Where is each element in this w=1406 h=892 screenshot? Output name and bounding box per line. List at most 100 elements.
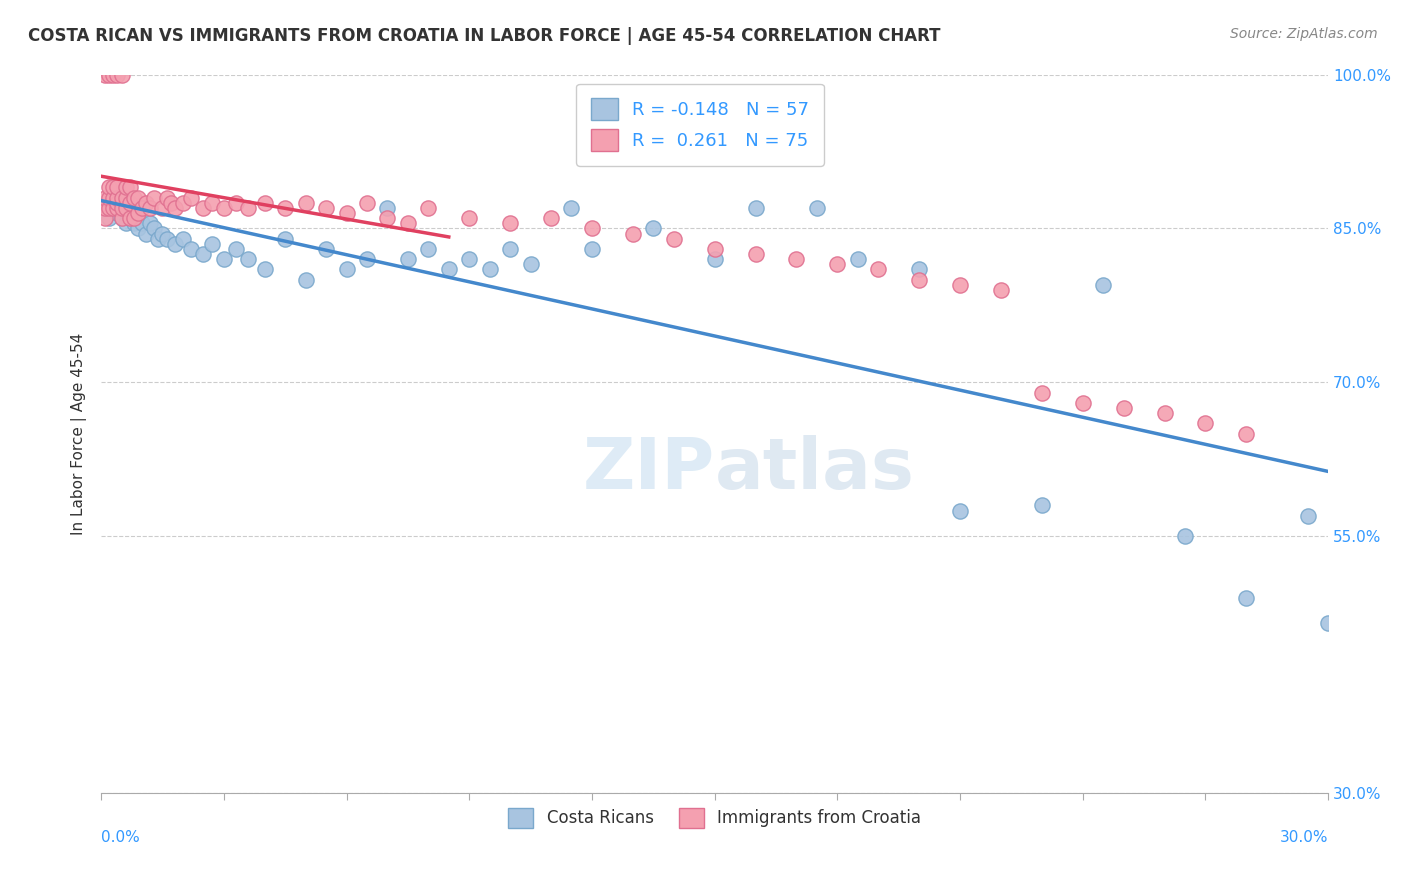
Point xyxy=(294,273,316,287)
Point xyxy=(1071,396,1094,410)
Point xyxy=(103,191,125,205)
Point xyxy=(114,201,136,215)
Point xyxy=(103,68,125,82)
Point xyxy=(827,257,849,271)
Point xyxy=(1194,417,1216,431)
Point xyxy=(159,195,181,210)
Point xyxy=(315,201,337,215)
Point xyxy=(139,201,162,215)
Point xyxy=(1153,406,1175,420)
Point xyxy=(110,195,132,210)
Point xyxy=(200,195,222,210)
Point xyxy=(172,195,194,210)
Point xyxy=(98,191,121,205)
Point xyxy=(274,232,297,246)
Point xyxy=(103,180,125,194)
Point xyxy=(118,211,141,226)
Point xyxy=(1092,277,1115,292)
Point xyxy=(155,232,177,246)
Point xyxy=(200,236,222,251)
Point xyxy=(294,195,316,210)
Point xyxy=(581,221,603,235)
Text: COSTA RICAN VS IMMIGRANTS FROM CROATIA IN LABOR FORCE | AGE 45-54 CORRELATION CH: COSTA RICAN VS IMMIGRANTS FROM CROATIA I… xyxy=(28,27,941,45)
Point xyxy=(238,252,260,267)
Point xyxy=(107,191,129,205)
Point xyxy=(315,242,337,256)
Point xyxy=(114,191,136,205)
Point xyxy=(1174,529,1197,543)
Point xyxy=(703,242,725,256)
Point xyxy=(122,211,145,226)
Point xyxy=(396,216,419,230)
Point xyxy=(152,201,174,215)
Point xyxy=(118,211,141,226)
Point xyxy=(581,242,603,256)
Point xyxy=(143,221,166,235)
Point xyxy=(122,216,145,230)
Text: 0.0%: 0.0% xyxy=(101,830,139,845)
Point xyxy=(110,68,132,82)
Text: ZIP: ZIP xyxy=(582,435,714,504)
Point xyxy=(949,277,972,292)
Point xyxy=(377,201,399,215)
Point xyxy=(163,201,186,215)
Point xyxy=(180,191,202,205)
Point xyxy=(98,180,121,194)
Point xyxy=(122,206,145,220)
Point xyxy=(98,201,121,215)
Point xyxy=(110,211,132,226)
Point xyxy=(1317,616,1340,631)
Point xyxy=(103,201,125,215)
Point xyxy=(107,180,129,194)
Point xyxy=(418,242,440,256)
Point xyxy=(114,201,136,215)
Point xyxy=(643,221,665,235)
Text: 30.0%: 30.0% xyxy=(1279,830,1329,845)
Point xyxy=(1031,385,1053,400)
Point xyxy=(540,211,562,226)
Point xyxy=(846,252,869,267)
Point xyxy=(806,201,828,215)
Point xyxy=(172,232,194,246)
Point xyxy=(990,283,1012,297)
Text: Source: ZipAtlas.com: Source: ZipAtlas.com xyxy=(1230,27,1378,41)
Point xyxy=(148,232,170,246)
Point xyxy=(127,221,149,235)
Point xyxy=(868,262,890,277)
Point xyxy=(1031,499,1053,513)
Point xyxy=(356,195,378,210)
Point xyxy=(744,201,766,215)
Point xyxy=(418,201,440,215)
Point xyxy=(703,252,725,267)
Point xyxy=(621,227,644,241)
Point xyxy=(131,216,153,230)
Point xyxy=(478,262,501,277)
Point xyxy=(225,195,247,210)
Point xyxy=(110,191,132,205)
Point xyxy=(908,273,931,287)
Point xyxy=(1234,426,1257,441)
Point xyxy=(107,201,129,215)
Point xyxy=(1296,508,1319,523)
Point xyxy=(180,242,202,256)
Point xyxy=(458,211,481,226)
Point xyxy=(253,262,276,277)
Point xyxy=(225,242,247,256)
Point xyxy=(949,503,972,517)
Point xyxy=(356,252,378,267)
Point xyxy=(94,201,117,215)
Point xyxy=(94,211,117,226)
Point xyxy=(396,252,419,267)
Point xyxy=(135,195,157,210)
Point xyxy=(193,201,215,215)
Legend: Costa Ricans, Immigrants from Croatia: Costa Ricans, Immigrants from Croatia xyxy=(502,801,928,835)
Point xyxy=(94,191,117,205)
Point xyxy=(560,201,582,215)
Point xyxy=(499,242,522,256)
Point xyxy=(107,206,129,220)
Point xyxy=(458,252,481,267)
Point xyxy=(94,68,117,82)
Point xyxy=(908,262,931,277)
Point xyxy=(103,191,125,205)
Point xyxy=(744,247,766,261)
